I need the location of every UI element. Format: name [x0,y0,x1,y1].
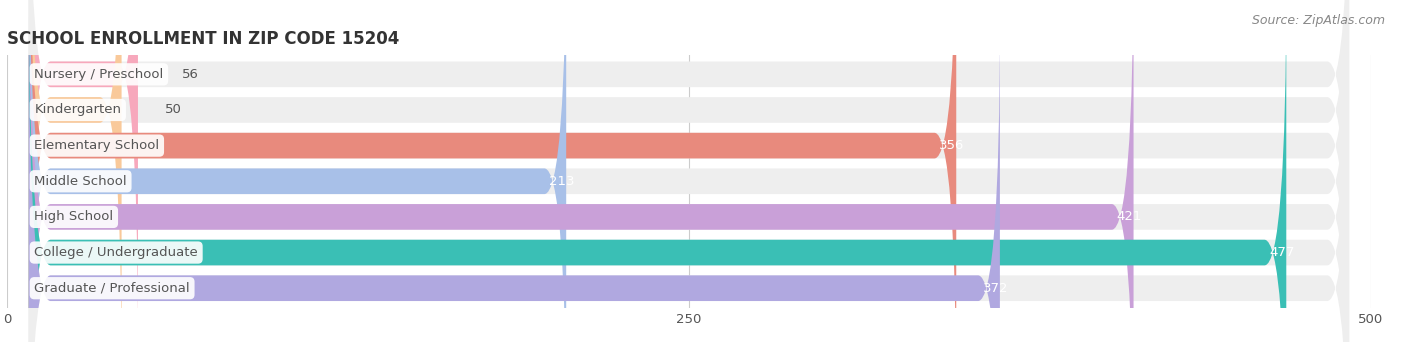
Text: Nursery / Preschool: Nursery / Preschool [34,68,163,81]
FancyBboxPatch shape [30,0,1348,342]
Text: Source: ZipAtlas.com: Source: ZipAtlas.com [1251,14,1385,27]
Text: 421: 421 [1116,210,1142,223]
Text: Kindergarten: Kindergarten [34,104,121,117]
FancyBboxPatch shape [30,0,956,342]
FancyBboxPatch shape [30,16,1348,342]
FancyBboxPatch shape [30,0,138,342]
FancyBboxPatch shape [30,0,1348,342]
Text: 372: 372 [983,282,1008,295]
FancyBboxPatch shape [30,0,121,342]
FancyBboxPatch shape [30,0,1286,342]
Text: 356: 356 [939,139,965,152]
Text: 213: 213 [548,175,575,188]
FancyBboxPatch shape [30,0,1348,342]
Text: SCHOOL ENROLLMENT IN ZIP CODE 15204: SCHOOL ENROLLMENT IN ZIP CODE 15204 [7,30,399,48]
FancyBboxPatch shape [30,16,1000,342]
FancyBboxPatch shape [30,0,567,342]
Text: High School: High School [34,210,114,223]
Text: College / Undergraduate: College / Undergraduate [34,246,198,259]
Text: 477: 477 [1270,246,1295,259]
FancyBboxPatch shape [30,0,1348,342]
Text: 50: 50 [166,104,183,117]
FancyBboxPatch shape [30,0,1133,342]
FancyBboxPatch shape [30,0,1348,342]
Text: Graduate / Professional: Graduate / Professional [34,282,190,295]
FancyBboxPatch shape [30,0,1348,342]
Text: Middle School: Middle School [34,175,127,188]
Text: Elementary School: Elementary School [34,139,159,152]
Text: 56: 56 [181,68,198,81]
